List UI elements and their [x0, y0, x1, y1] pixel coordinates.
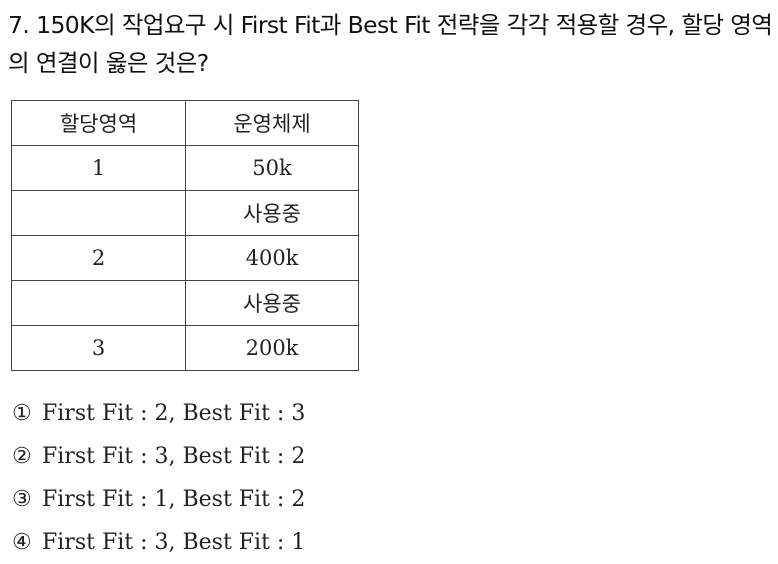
column-header-region: 할당영역	[11, 100, 186, 146]
option-text: First Fit : 1, Best Fit : 2	[42, 487, 306, 512]
table-cell-region: 3	[11, 325, 186, 371]
option-text: First Fit : 3, Best Fit : 2	[42, 444, 306, 469]
table-cell-os: 200k	[185, 325, 359, 371]
table-cell-region: 2	[11, 235, 186, 281]
option-number: ①	[12, 401, 32, 426]
option-number: ③	[12, 487, 32, 512]
table-cell-os: 400k	[185, 235, 359, 281]
table-row: 사용중	[11, 190, 359, 236]
table-cell-region	[11, 190, 186, 236]
table-cell-os: 50k	[185, 145, 359, 191]
table-row: 1 50k	[11, 145, 359, 191]
memory-allocation-table: 할당영역 운영체제 1 50k 사용중 2 400k 사용중 3 200k	[11, 100, 359, 371]
option-text: First Fit : 2, Best Fit : 3	[42, 401, 306, 426]
table-header-row: 할당영역 운영체제	[11, 100, 359, 146]
option-number: ②	[12, 444, 32, 469]
table-cell-region: 1	[11, 145, 186, 191]
answer-option-4[interactable]: ④ First Fit : 3, Best Fit : 1	[12, 521, 305, 564]
answer-options: ① First Fit : 2, Best Fit : 3 ② First Fit …	[12, 392, 305, 564]
option-number: ④	[12, 530, 32, 555]
table-row: 사용중	[11, 280, 359, 326]
table-cell-region	[11, 280, 186, 326]
answer-option-3[interactable]: ③ First Fit : 1, Best Fit : 2	[12, 478, 305, 521]
table-cell-os: 사용중	[185, 280, 359, 326]
table-row: 3 200k	[11, 325, 359, 371]
answer-option-2[interactable]: ② First Fit : 3, Best Fit : 2	[12, 435, 305, 478]
option-text: First Fit : 3, Best Fit : 1	[42, 530, 306, 555]
column-header-os: 운영체제	[185, 100, 359, 146]
table-row: 2 400k	[11, 235, 359, 281]
answer-option-1[interactable]: ① First Fit : 2, Best Fit : 3	[12, 392, 305, 435]
question-text: 7. 150K의 작업요구 시 First Fit과 Best Fit 전략을 …	[8, 11, 773, 77]
table-cell-os: 사용중	[185, 190, 359, 236]
